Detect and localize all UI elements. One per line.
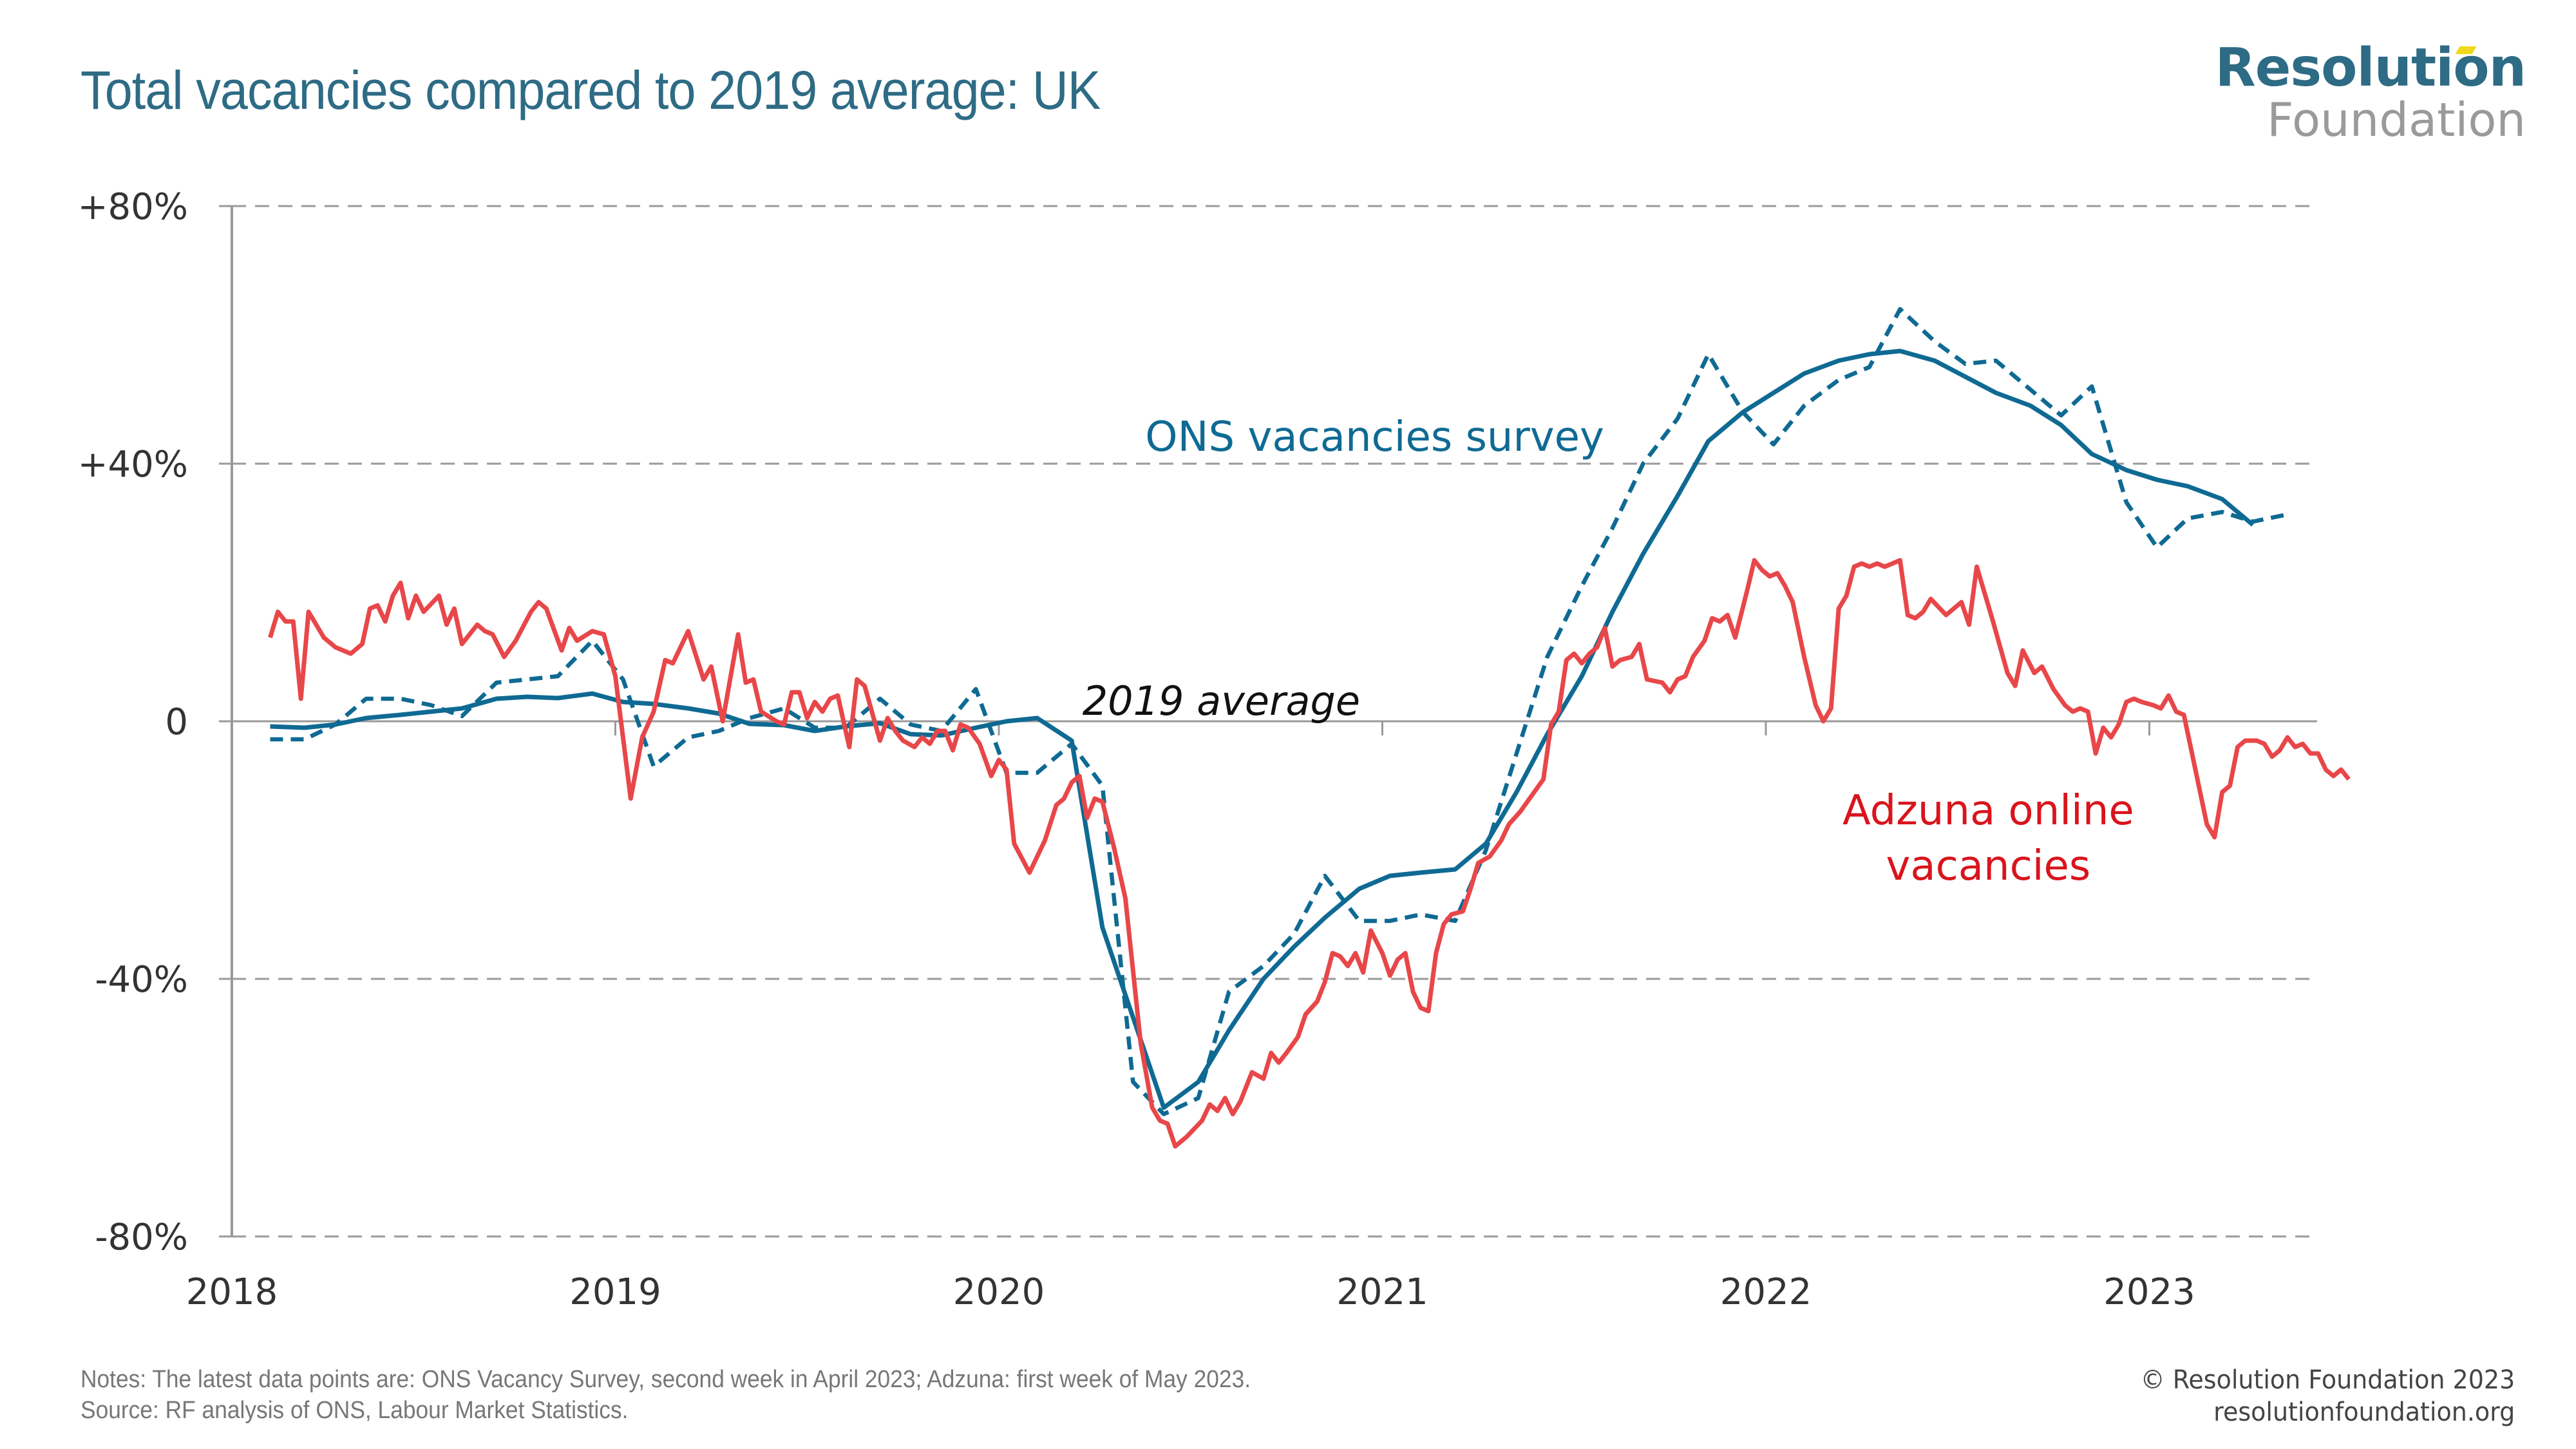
chart-title: Total vacancies compared to 2019 average… — [80, 60, 1101, 120]
x-tick-label: 2018 — [186, 1271, 278, 1313]
annotation-2019-average: 2019 average — [1083, 677, 1360, 724]
y-tick-label: -80% — [95, 1217, 188, 1258]
x-tick-label: 2019 — [569, 1271, 661, 1313]
source-text: Source: RF analysis of ONS, Labour Marke… — [80, 1397, 629, 1424]
series-line-0 — [270, 348, 2255, 1110]
x-tick-label: 2021 — [1336, 1271, 1428, 1313]
series-group — [268, 307, 2351, 1149]
x-tick-label: 2020 — [953, 1271, 1045, 1313]
annotations: 2019 average ONS vacancies survey Adzuna o… — [1083, 413, 2134, 890]
x-tick-label: 2022 — [1720, 1271, 1812, 1313]
series-line-2 — [268, 558, 2351, 1149]
y-tick-label: 0 — [165, 701, 188, 743]
x-tick-label: 2023 — [2103, 1271, 2195, 1313]
copyright-text: © Resolution Foundation 2023 — [2140, 1365, 2515, 1395]
logo-line-2: Foundation — [2267, 93, 2526, 147]
notes-text: Notes: The latest data points are: ONS V… — [80, 1366, 1251, 1393]
x-axis-tick-labels: 2018 2019 2020 2021 2022 2023 — [186, 1271, 2195, 1313]
y-tick-label: +80% — [78, 186, 188, 228]
logo-line-1: Resolution — [2215, 40, 2526, 97]
legend-label-ons: ONS vacancies survey — [1145, 413, 1604, 461]
legend-label-adzuna: Adzuna online — [1842, 787, 2134, 835]
axes — [219, 205, 2150, 1238]
y-axis-tick-labels: +80% +40% 0 -40% -80% — [78, 186, 188, 1258]
y-tick-label: +40% — [78, 444, 188, 486]
y-tick-label: -40% — [95, 959, 188, 1001]
chart-notes: Notes: The latest data points are: ONS V… — [80, 1364, 1251, 1426]
resolution-foundation-logo: Resolution Foundation — [2215, 40, 2526, 147]
copyright-block: © Resolution Foundation 2023 resolutionf… — [2140, 1364, 2515, 1428]
website-link[interactable]: resolutionfoundation.org — [2213, 1397, 2515, 1427]
legend-label-adzuna: vacancies — [1886, 842, 2091, 890]
grid-lines — [232, 205, 2317, 1238]
